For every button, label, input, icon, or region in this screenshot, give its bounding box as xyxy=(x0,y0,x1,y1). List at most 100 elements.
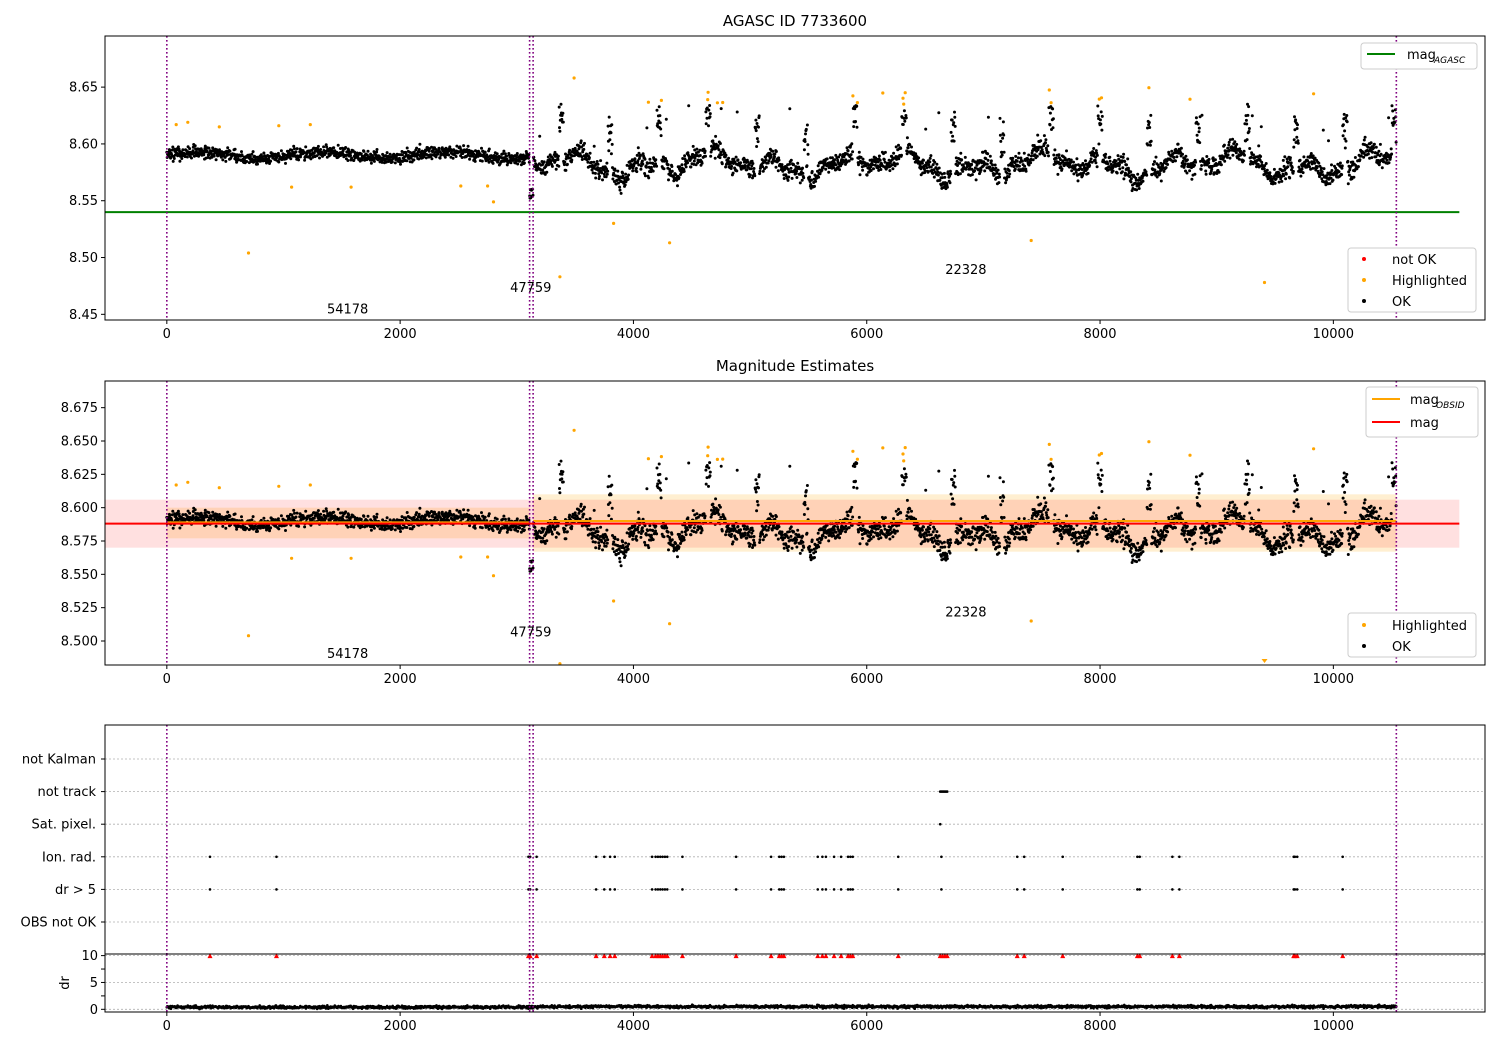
ok-point xyxy=(561,120,565,124)
ok-point xyxy=(719,464,723,468)
y-tick-label: 8.50 xyxy=(69,251,98,266)
highlighted-point xyxy=(881,91,885,95)
ok-point xyxy=(636,159,640,163)
ok-point xyxy=(612,171,616,175)
ok-point xyxy=(647,546,651,550)
ok-point xyxy=(431,515,435,519)
ok-point xyxy=(250,518,254,522)
ok-point xyxy=(209,152,213,156)
ok-point xyxy=(1181,152,1184,156)
ok-point xyxy=(1259,125,1263,129)
ok-point xyxy=(1352,175,1356,179)
ok-point xyxy=(752,167,756,170)
ok-point xyxy=(787,175,791,179)
obsid-label: 47759 xyxy=(510,281,551,296)
ok-point xyxy=(178,159,182,163)
ok-point xyxy=(316,509,320,513)
ok-point xyxy=(1013,167,1017,171)
ok-point xyxy=(1015,159,1019,163)
ok-point xyxy=(670,532,674,536)
ok-point xyxy=(1190,177,1194,181)
ok-point xyxy=(448,145,452,149)
ok-point xyxy=(1341,134,1345,138)
ok-point xyxy=(440,146,444,150)
ok-point xyxy=(1196,122,1200,126)
ok-point xyxy=(332,510,336,514)
ok-point xyxy=(735,110,739,114)
ok-point xyxy=(1036,133,1040,137)
ok-point xyxy=(1283,155,1287,159)
ok-point xyxy=(1228,148,1232,152)
ok-point xyxy=(618,560,622,564)
ok-point xyxy=(605,528,609,532)
ok-point xyxy=(183,155,187,159)
ok-point xyxy=(556,158,560,162)
ok-point xyxy=(256,162,259,166)
ok-point xyxy=(710,508,713,512)
ok-point xyxy=(1302,155,1306,159)
ok-point xyxy=(219,155,223,159)
ok-point xyxy=(607,514,611,518)
ok-point xyxy=(582,512,586,516)
ok-point xyxy=(1118,163,1121,166)
ok-point xyxy=(1040,148,1044,152)
ok-point xyxy=(1257,144,1261,148)
ok-point xyxy=(226,510,230,514)
ok-point xyxy=(993,163,997,167)
ok-point xyxy=(970,173,974,177)
ok-point xyxy=(958,161,962,165)
ok-point xyxy=(651,169,655,173)
highlighted-point xyxy=(290,185,294,189)
ok-point xyxy=(1096,104,1100,108)
ok-point xyxy=(997,181,1001,185)
ok-point xyxy=(1185,171,1189,175)
ok-point xyxy=(606,485,610,489)
ok-point xyxy=(1164,166,1168,170)
ok-point xyxy=(1345,120,1349,124)
ok-point xyxy=(214,158,218,162)
ok-point xyxy=(412,515,416,519)
ok-point xyxy=(560,117,564,121)
ok-point xyxy=(262,516,266,520)
ok-point xyxy=(985,162,989,166)
ok-point xyxy=(1228,156,1232,160)
ok-point xyxy=(454,155,458,158)
ok-point xyxy=(501,517,505,521)
ok-point xyxy=(518,526,522,530)
ok-point xyxy=(1374,145,1378,149)
ok-point xyxy=(643,540,647,544)
ok-point xyxy=(304,145,308,149)
ok-point xyxy=(372,159,376,163)
ok-point xyxy=(594,546,598,550)
ok-point xyxy=(1313,161,1317,165)
ok-point xyxy=(1016,156,1020,160)
ok-point xyxy=(590,160,594,164)
ok-point xyxy=(998,175,1002,179)
ok-point xyxy=(949,130,953,134)
ok-point xyxy=(1056,172,1060,176)
ok-point xyxy=(963,155,967,159)
ok-point xyxy=(366,514,370,518)
ok-point xyxy=(595,526,599,530)
ok-point xyxy=(704,482,708,486)
ok-point xyxy=(1184,154,1188,158)
ok-point xyxy=(1296,139,1300,143)
ok-point xyxy=(487,160,491,164)
ok-point xyxy=(250,152,254,156)
ok-point xyxy=(557,105,561,109)
ok-point xyxy=(1179,146,1183,150)
ok-point xyxy=(612,540,616,544)
ok-point xyxy=(598,544,601,548)
ok-point xyxy=(1249,155,1253,159)
ok-point xyxy=(276,517,280,521)
ok-point xyxy=(322,145,326,149)
ok-point xyxy=(1370,156,1374,160)
ok-point xyxy=(211,510,215,514)
ok-point xyxy=(942,171,946,175)
ok-point xyxy=(495,152,499,156)
ok-point xyxy=(692,526,696,530)
ok-point xyxy=(586,527,590,531)
ok-point xyxy=(541,536,545,540)
ok-point xyxy=(716,144,720,148)
ok-point xyxy=(564,152,567,156)
